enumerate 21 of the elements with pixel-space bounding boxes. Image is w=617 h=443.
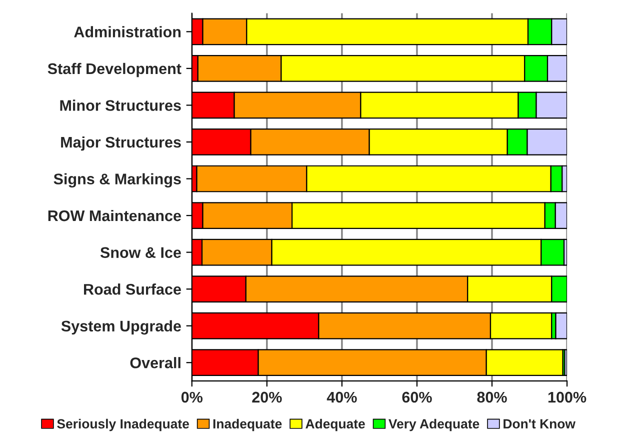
legend-label: Very Adequate	[388, 418, 480, 432]
y-tick-label: ROW Maintenance	[48, 210, 181, 222]
y-tick-label: Administration	[74, 26, 181, 38]
y-tick-label: System Upgrade	[61, 320, 181, 335]
y-tick-label: Overall	[130, 357, 180, 368]
y-tick-label: Road Surface	[84, 284, 181, 295]
x-tick-label: 60%	[402, 392, 432, 403]
x-tick-label: 80%	[477, 392, 507, 403]
legend-label: Don't Know	[504, 419, 576, 429]
y-tick-label: Minor Structures	[60, 100, 181, 111]
y-tick-label: Snow & Ice	[100, 247, 181, 258]
x-tick-label: 40%	[326, 392, 357, 403]
legend-label: Inadequate	[213, 418, 282, 432]
x-tick-label: 100%	[548, 392, 586, 403]
y-tick-label: Major Structures	[61, 136, 181, 151]
y-tick-label: Staff Development	[48, 62, 182, 78]
x-tick-label: 20%	[252, 392, 282, 403]
y-tick-label: Signs & Markings	[54, 173, 181, 188]
legend-label: Seriously Inadequate	[57, 418, 189, 432]
x-tick-label: 0%	[181, 392, 203, 403]
legend-label: Adequate	[306, 418, 365, 432]
